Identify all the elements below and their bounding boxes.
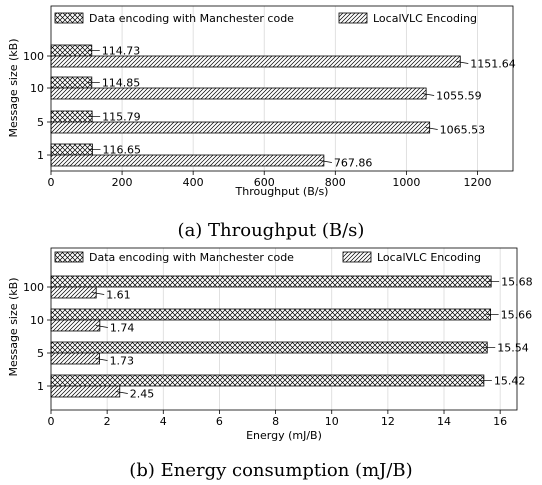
data-label: 115.79	[102, 111, 141, 124]
x-tick-label: 8	[272, 415, 279, 428]
data-label: 15.54	[497, 342, 529, 355]
x-tick-label: 400	[183, 176, 204, 189]
data-label: 767.86	[334, 157, 373, 170]
bar	[50, 143, 93, 156]
leader-line	[422, 93, 435, 96]
x-axis-label: Throughput (B/s)	[235, 185, 329, 198]
legend-label: LocalVLC Encoding	[377, 251, 481, 264]
legend-swatch	[54, 12, 84, 24]
x-tick-label: 12	[381, 415, 395, 428]
leader-line	[456, 61, 469, 64]
bar	[50, 341, 488, 354]
figure-caption: (a) Throughput (B/s)	[178, 220, 365, 241]
x-tick-label: 1000	[392, 176, 420, 189]
x-tick-label: 0	[48, 415, 55, 428]
data-label: 15.66	[501, 309, 533, 322]
x-tick-label: 16	[493, 415, 507, 428]
bar	[50, 55, 461, 68]
data-label: 114.85	[102, 77, 140, 90]
leader-line	[425, 127, 438, 130]
bar	[50, 121, 431, 134]
data-label: 1.73	[110, 355, 135, 368]
data-label: 1.74	[110, 322, 135, 335]
figure-caption: (b) Energy consumption (mJ/B)	[129, 460, 412, 481]
y-tick-label: 1	[37, 149, 44, 162]
x-axis-label: Energy (mJ/B)	[246, 429, 322, 442]
y-tick-label: 5	[37, 347, 44, 360]
y-tick-label: 100	[23, 281, 44, 294]
plot-frame	[50, 247, 518, 411]
y-tick-label: 1	[37, 380, 44, 393]
bar	[50, 76, 93, 89]
leader-line	[92, 292, 105, 295]
leader-line	[115, 391, 128, 394]
leader-line	[319, 160, 332, 163]
throughput-chart: 114.73114.85115.79116.651151.641055.5910…	[7, 5, 516, 241]
x-tick-label: 1200	[463, 176, 491, 189]
y-tick-label: 10	[30, 314, 44, 327]
data-label: 116.65	[102, 144, 141, 157]
legend-swatch	[338, 12, 368, 24]
leader-line	[95, 358, 108, 361]
x-tick-label: 0	[48, 176, 55, 189]
bar	[50, 319, 101, 332]
legend-label: Data encoding with Manchester code	[89, 12, 294, 25]
bar	[50, 87, 427, 100]
legend: Data encoding with Manchester code LocalV…	[54, 251, 481, 264]
bar	[50, 275, 492, 288]
legend-label: Data encoding with Manchester code	[89, 251, 294, 264]
bar	[50, 44, 93, 57]
y-axis-label: Message size (kB)	[7, 277, 20, 376]
bar	[50, 110, 93, 123]
bar	[50, 286, 97, 299]
x-tick-label: 800	[325, 176, 346, 189]
x-tick-label: 600	[254, 176, 275, 189]
x-tick-label: 10	[325, 415, 339, 428]
plot-frame	[50, 5, 514, 172]
data-label: 2.45	[130, 388, 155, 401]
legend-label: LocalVLC Encoding	[373, 12, 477, 25]
leader-line	[95, 325, 108, 328]
y-tick-label: 100	[23, 50, 44, 63]
bar	[50, 374, 485, 387]
legend: Data encoding with Manchester code LocalV…	[54, 12, 477, 25]
data-label: 1055.59	[436, 90, 482, 103]
y-tick-label: 5	[37, 116, 44, 129]
data-label: 1065.53	[440, 124, 486, 137]
data-label: 1151.64	[470, 58, 516, 71]
x-tick-label: 6	[216, 415, 223, 428]
bar	[50, 385, 121, 398]
x-tick-label: 14	[437, 415, 451, 428]
data-label: 1.61	[106, 289, 130, 302]
bar	[50, 308, 492, 321]
bar	[50, 154, 325, 167]
y-axis-label: Message size (kB)	[7, 38, 20, 137]
data-label: 15.42	[494, 375, 526, 388]
legend-swatch	[54, 251, 84, 263]
data-label: 114.73	[102, 45, 141, 58]
x-tick-label: 2	[104, 415, 111, 428]
legend-swatch	[342, 251, 372, 263]
x-tick-label: 4	[160, 415, 167, 428]
y-tick-label: 10	[30, 82, 44, 95]
x-tick-label: 200	[112, 176, 133, 189]
bar	[50, 352, 100, 365]
